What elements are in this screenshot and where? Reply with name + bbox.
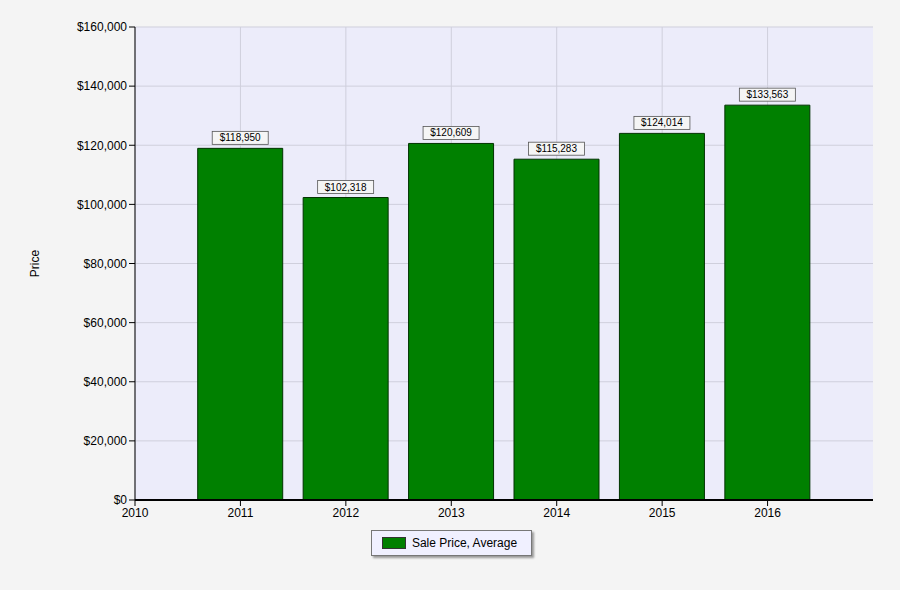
html-text:Sale Price, Average: Sale Price, Average — [411, 536, 518, 550]
svg-text:$80,000: $80,000 — [84, 257, 128, 271]
svg-text:$115,283: $115,283 — [536, 143, 577, 154]
svg-text:$100,000: $100,000 — [77, 198, 127, 212]
svg-text:$124,014: $124,014 — [641, 117, 683, 128]
svg-text:2014: 2014 — [543, 506, 570, 520]
svg-text:2013: 2013 — [438, 506, 465, 520]
svg-text:2016: 2016 — [754, 506, 781, 520]
svg-text:$120,609: $120,609 — [430, 127, 472, 138]
svg-text:$133,563: $133,563 — [746, 89, 788, 100]
svg-text:Price: Price — [28, 250, 42, 278]
svg-text:$118,950: $118,950 — [220, 132, 261, 143]
svg-text:2012: 2012 — [333, 506, 360, 520]
svg-text:$102,318: $102,318 — [325, 182, 367, 193]
svg-text:$60,000: $60,000 — [84, 316, 128, 330]
svg-text:2011: 2011 — [228, 506, 254, 520]
svg-text:2010: 2010 — [122, 506, 149, 520]
svg-text:$0: $0 — [114, 493, 128, 507]
svg-text:$40,000: $40,000 — [84, 375, 128, 389]
svg-text:$160,000: $160,000 — [77, 20, 127, 34]
svg-text:$20,000: $20,000 — [84, 434, 128, 448]
svg-text:2015: 2015 — [649, 506, 676, 520]
svg-text:$120,000: $120,000 — [77, 139, 127, 153]
svg-text:$140,000: $140,000 — [77, 79, 127, 93]
